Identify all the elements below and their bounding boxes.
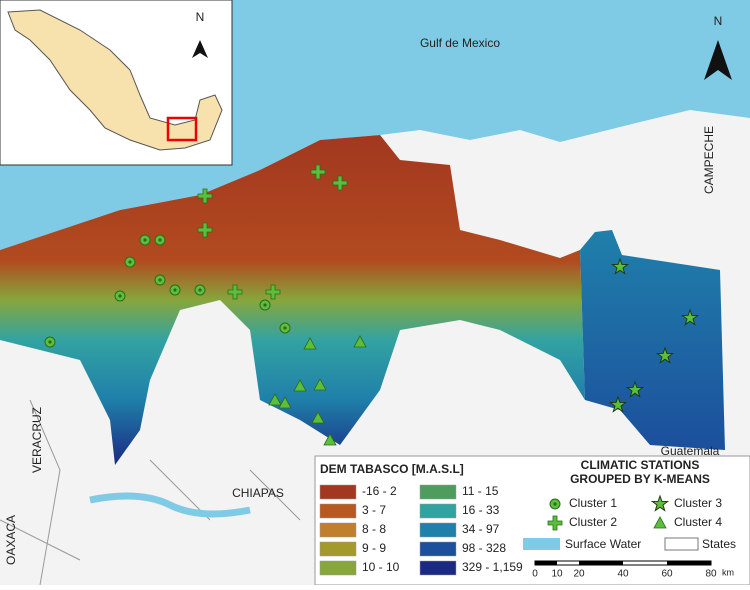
cluster-4-symbol (303, 337, 317, 350)
cluster-2-symbol (332, 175, 348, 191)
cluster-2-symbol (197, 222, 213, 238)
cluster-1-dot (158, 238, 162, 242)
dem-swatch (319, 560, 357, 576)
legend-items: -16 - 2 3 - 7 8 - 8 9 - 9 10 - 10 11 - 15 16 -… (319, 484, 734, 580)
lagoon (445, 73, 555, 117)
cluster-2-symbol (547, 515, 563, 531)
place-label: Guatemala (661, 444, 720, 458)
cluster-2-symbol (197, 188, 213, 204)
dem-swatch (319, 484, 357, 500)
legend-label: Surface Water (565, 537, 641, 551)
cluster-3-symbol (625, 380, 645, 398)
cluster-label: Cluster 1 (569, 496, 617, 510)
cluster-1-dot (143, 238, 147, 242)
cluster-label: Cluster 3 (674, 496, 722, 510)
scale-tick-label: 20 (573, 569, 585, 580)
dem-swatch (319, 503, 357, 519)
cluster-4-symbol (323, 433, 337, 446)
dem-swatch (419, 484, 457, 500)
cluster-2-symbol (227, 284, 243, 300)
dem-class-label: -16 - 2 (362, 484, 397, 498)
cluster-3-symbol (655, 346, 675, 364)
scale-tick-label: 40 (617, 569, 629, 580)
dem-legend-title: DEM TABASCO [M.A.S.L] (320, 462, 464, 476)
dem-class-label: 3 - 7 (362, 503, 386, 517)
stations-legend-title: GROUPED BY K-MEANS (570, 472, 710, 486)
place-label: CHIAPAS (232, 486, 284, 500)
scale-tick-label: 60 (661, 569, 673, 580)
reservoir (89, 492, 251, 518)
cluster-1-dot (283, 326, 287, 330)
scale-bar-segment (535, 561, 557, 565)
tabasco-east (580, 230, 725, 450)
scale-bar-segment (579, 561, 623, 565)
cluster-1-dot (48, 340, 52, 344)
dem-class-label: 8 - 8 (362, 522, 386, 536)
scale-tick-label: 10 (551, 569, 563, 580)
legend-label: States (702, 537, 736, 551)
states-swatch (664, 537, 699, 551)
scale-tick-label: 0 (532, 569, 538, 580)
stations (44, 164, 700, 446)
scale-unit: km (722, 567, 734, 577)
dem-swatch (419, 503, 457, 519)
surface-water-swatch (523, 538, 560, 550)
dem-class-label: 11 - 15 (462, 484, 499, 498)
cluster-2-symbol (265, 284, 281, 300)
cluster-4-symbol (653, 516, 667, 529)
north-arrow (704, 40, 732, 80)
cluster-1-dot (198, 288, 202, 292)
cluster-4-symbol (311, 411, 325, 424)
dem-swatch (419, 560, 457, 576)
cluster-1-dot (158, 278, 162, 282)
scale-bar-segment (667, 561, 711, 565)
cluster-2-symbol (310, 164, 326, 180)
dem-swatch (319, 541, 357, 557)
cluster-label: Cluster 2 (569, 515, 617, 529)
scale-tick-label: 80 (705, 569, 717, 580)
inset-mexico (7, 9, 223, 151)
tabasco-west (0, 135, 585, 465)
inset-north-arrow (192, 40, 208, 58)
cluster-4-symbol (353, 335, 367, 348)
cluster-label: Cluster 4 (674, 515, 722, 529)
cluster-3-symbol (650, 494, 670, 512)
sea (0, 0, 750, 250)
cluster-4-symbol (293, 379, 307, 392)
cluster-4-symbol (278, 396, 292, 409)
stations-legend-title: CLIMATIC STATIONS (581, 458, 700, 472)
cluster-1-dot (553, 502, 557, 506)
cluster-1-dot (263, 303, 267, 307)
cluster-1-dot (128, 260, 132, 264)
dem-swatch (319, 522, 357, 538)
dem-swatch (419, 541, 457, 557)
state-borders (0, 399, 301, 586)
dem-class-label: 329 - 1,159 (462, 560, 523, 574)
cluster-1-dot (118, 294, 122, 298)
place-label: CAMPECHE (702, 126, 716, 194)
place-label: OAXACA (4, 515, 18, 565)
dem-class-label: 16 - 33 (462, 503, 500, 517)
legend-box (314, 455, 750, 586)
dem-class-label: 98 - 328 (462, 541, 506, 555)
cluster-3-symbol (680, 308, 700, 326)
north-label: N (714, 14, 723, 28)
dem-swatch (419, 522, 457, 538)
inset-north-label: N (196, 10, 205, 24)
dem-class-label: 10 - 10 (362, 560, 400, 574)
dem-class-label: 34 - 97 (462, 522, 500, 536)
dem-class-label: 9 - 9 (362, 541, 386, 555)
cluster-1-dot (173, 288, 177, 292)
cluster-3-symbol (608, 395, 628, 413)
sea-label: Gulf de Mexico (420, 36, 500, 50)
cluster-4-symbol (313, 378, 327, 391)
place-label: VERACRUZ (30, 407, 44, 473)
cluster-4-symbol (268, 393, 282, 406)
inset-locator (166, 116, 198, 142)
cluster-3-symbol (610, 257, 630, 275)
